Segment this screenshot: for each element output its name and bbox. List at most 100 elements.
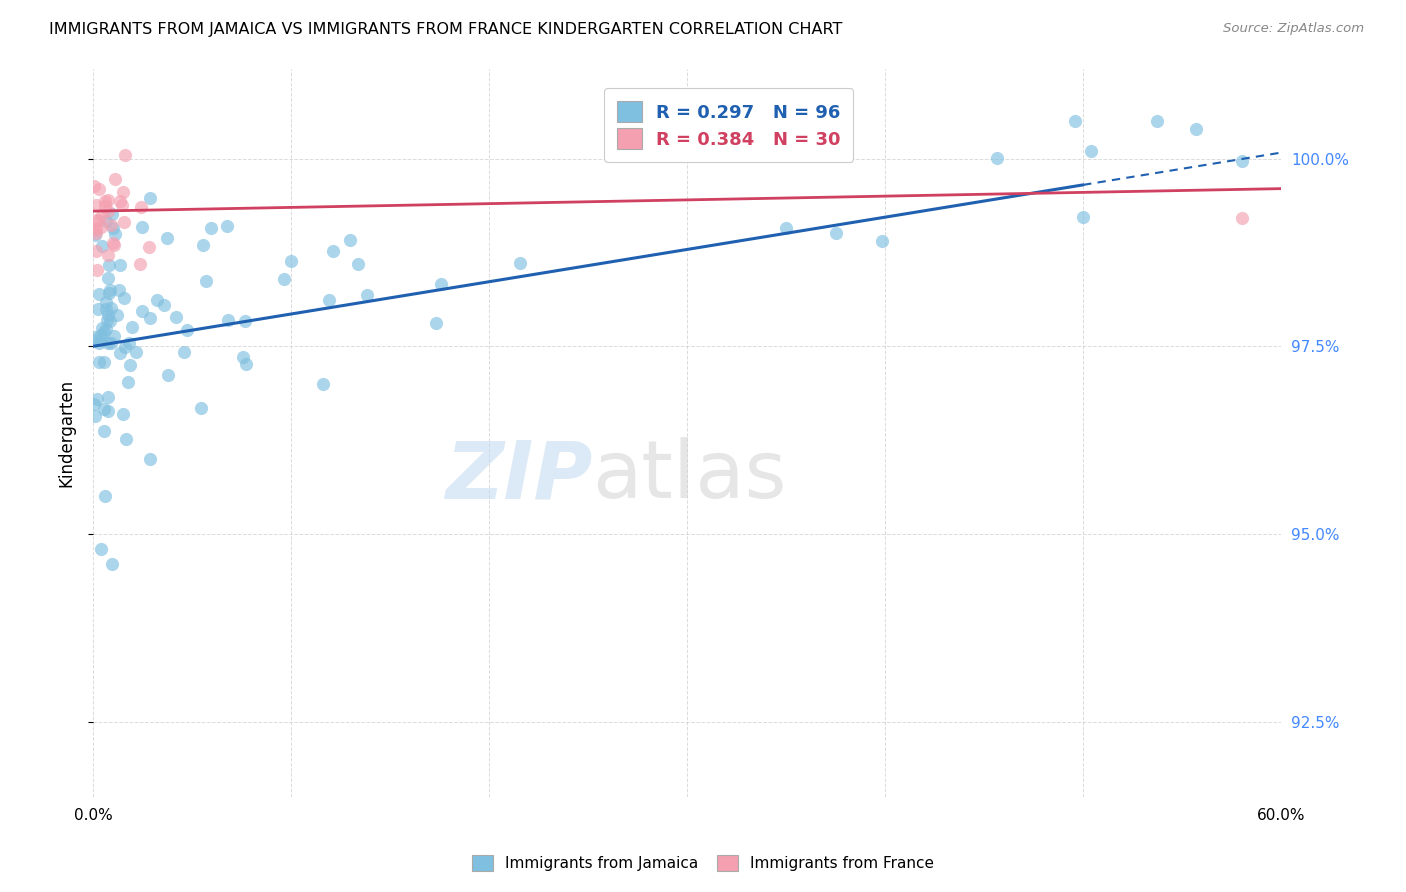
Point bbox=[97, 193, 120, 207]
Point bbox=[83, 397, 105, 411]
Text: atlas: atlas bbox=[592, 437, 786, 516]
Point bbox=[112, 291, 135, 305]
Point bbox=[94, 322, 117, 336]
Point bbox=[87, 182, 110, 196]
Point bbox=[103, 238, 125, 252]
Point bbox=[870, 234, 893, 248]
Point bbox=[165, 310, 187, 324]
Text: ZIP: ZIP bbox=[444, 437, 592, 516]
Point bbox=[83, 179, 105, 194]
Point bbox=[173, 345, 195, 359]
Point bbox=[128, 256, 150, 270]
Point bbox=[103, 221, 125, 235]
Point bbox=[111, 186, 134, 200]
Point bbox=[101, 207, 124, 221]
Point bbox=[87, 301, 110, 316]
Point bbox=[97, 270, 120, 285]
Legend: Immigrants from Jamaica, Immigrants from France: Immigrants from Jamaica, Immigrants from… bbox=[465, 849, 941, 877]
Point bbox=[83, 333, 105, 347]
Point bbox=[155, 230, 177, 244]
Point bbox=[103, 328, 125, 343]
Point bbox=[193, 238, 215, 252]
Point bbox=[97, 336, 120, 351]
Point bbox=[125, 345, 148, 359]
Point bbox=[118, 336, 141, 351]
Point bbox=[94, 199, 117, 213]
Point bbox=[233, 314, 256, 328]
Point bbox=[100, 335, 122, 350]
Point bbox=[97, 248, 120, 262]
Point bbox=[1184, 122, 1206, 136]
Point bbox=[96, 214, 118, 228]
Point bbox=[1146, 114, 1168, 128]
Point bbox=[87, 286, 110, 301]
Point bbox=[117, 375, 139, 389]
Point bbox=[146, 293, 169, 308]
Point bbox=[91, 207, 114, 221]
Point bbox=[139, 451, 162, 466]
Point bbox=[153, 298, 176, 312]
Point bbox=[104, 172, 127, 186]
Point bbox=[339, 233, 361, 247]
Point bbox=[273, 272, 295, 286]
Point bbox=[97, 204, 120, 219]
Point bbox=[90, 328, 112, 343]
Point bbox=[232, 351, 254, 365]
Point bbox=[84, 222, 107, 236]
Point bbox=[96, 302, 118, 317]
Point bbox=[200, 220, 222, 235]
Point bbox=[91, 238, 114, 252]
Point bbox=[110, 194, 132, 208]
Point bbox=[138, 240, 160, 254]
Point bbox=[120, 358, 142, 372]
Point bbox=[112, 407, 135, 421]
Point bbox=[312, 377, 335, 392]
Point bbox=[100, 557, 122, 571]
Point bbox=[194, 274, 217, 288]
Point bbox=[139, 310, 162, 325]
Point bbox=[356, 288, 378, 302]
Point bbox=[107, 283, 129, 297]
Point bbox=[110, 197, 132, 211]
Legend: R = 0.297   N = 96, R = 0.384   N = 30: R = 0.297 N = 96, R = 0.384 N = 30 bbox=[605, 88, 853, 161]
Point bbox=[93, 355, 115, 369]
Point bbox=[131, 304, 153, 318]
Point bbox=[93, 490, 115, 504]
Point bbox=[322, 244, 344, 258]
Point bbox=[280, 253, 302, 268]
Point bbox=[86, 392, 108, 407]
Point bbox=[114, 340, 136, 354]
Text: Source: ZipAtlas.com: Source: ZipAtlas.com bbox=[1223, 22, 1364, 36]
Point bbox=[138, 190, 160, 204]
Point bbox=[217, 313, 239, 327]
Point bbox=[1080, 144, 1102, 158]
Point bbox=[89, 336, 111, 351]
Point bbox=[121, 320, 143, 334]
Point bbox=[84, 227, 107, 242]
Point bbox=[129, 200, 152, 214]
Point bbox=[83, 222, 105, 236]
Point bbox=[84, 212, 107, 227]
Point bbox=[97, 390, 120, 404]
Point bbox=[96, 313, 118, 327]
Point bbox=[98, 314, 121, 328]
Point bbox=[347, 257, 370, 271]
Point bbox=[176, 323, 198, 337]
Point bbox=[105, 308, 128, 322]
Point bbox=[96, 308, 118, 322]
Point bbox=[98, 283, 121, 297]
Point bbox=[93, 325, 115, 339]
Point bbox=[509, 256, 531, 270]
Point bbox=[425, 316, 447, 330]
Point bbox=[98, 258, 121, 272]
Text: IMMIGRANTS FROM JAMAICA VS IMMIGRANTS FROM FRANCE KINDERGARTEN CORRELATION CHART: IMMIGRANTS FROM JAMAICA VS IMMIGRANTS FR… bbox=[49, 22, 842, 37]
Point bbox=[1063, 114, 1085, 128]
Point bbox=[84, 226, 107, 240]
Point bbox=[90, 541, 112, 556]
Point bbox=[775, 220, 797, 235]
Point bbox=[110, 345, 132, 359]
Point bbox=[90, 220, 112, 235]
Point bbox=[318, 293, 340, 307]
Point bbox=[430, 277, 453, 291]
Point bbox=[1230, 211, 1253, 226]
